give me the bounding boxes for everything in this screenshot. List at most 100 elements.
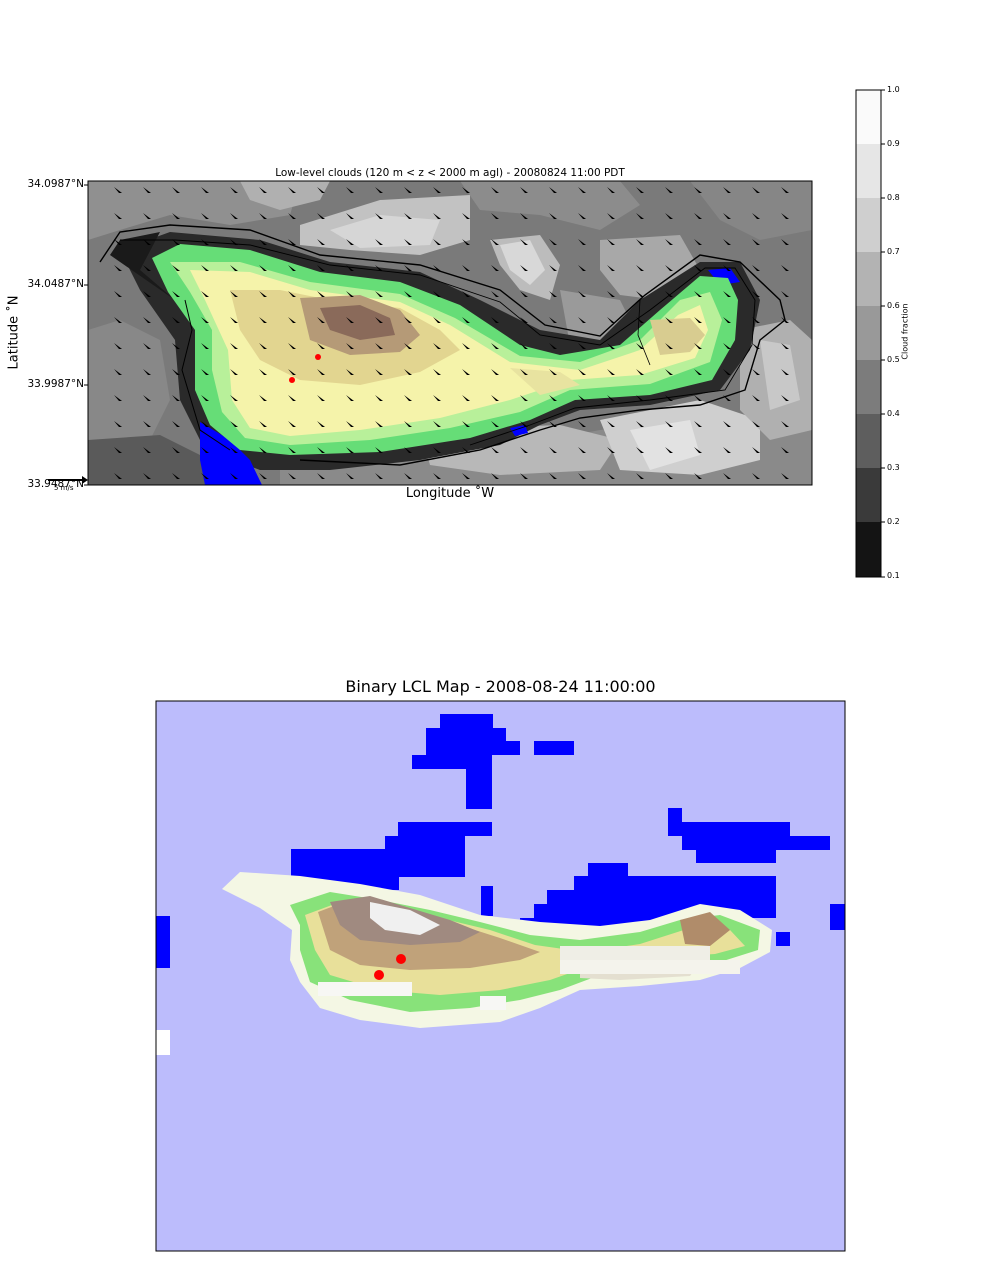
wind-arrow [259, 343, 267, 349]
wind-arrow [172, 447, 180, 453]
wind-arrow [665, 395, 673, 401]
wind-arrow [172, 317, 180, 323]
wind-arrow [317, 265, 325, 271]
wind-arrow [636, 213, 644, 219]
wind-arrow [462, 265, 470, 271]
wind-arrow [520, 187, 528, 193]
wind-arrow [694, 447, 702, 453]
wind-arrow [375, 473, 383, 479]
wind-arrow [259, 473, 267, 479]
wind-arrow [636, 421, 644, 427]
wind-arrow [288, 447, 296, 453]
wind-arrow [433, 421, 441, 427]
wind-arrow [172, 213, 180, 219]
wind-arrow [636, 343, 644, 349]
wind-arrow [549, 213, 557, 219]
wind-arrow [607, 473, 615, 479]
wind-arrow [723, 239, 731, 245]
wind-arrow [578, 447, 586, 453]
wind-arrow [462, 343, 470, 349]
wind-arrow [346, 291, 354, 297]
wind-arrow [723, 447, 731, 453]
wind-arrow [607, 369, 615, 375]
wind-arrow [462, 213, 470, 219]
colorbar-tick: 0.8 [887, 193, 900, 202]
wind-arrow [578, 265, 586, 271]
wind-arrow [636, 395, 644, 401]
wind-arrow [665, 421, 673, 427]
wind-arrow [143, 239, 151, 245]
wind-arrow [143, 421, 151, 427]
wind-arrow [723, 369, 731, 375]
wind-arrow [288, 473, 296, 479]
wind-arrow [433, 265, 441, 271]
wind-arrow [520, 213, 528, 219]
wind-arrow [230, 343, 238, 349]
wind-arrow [288, 187, 296, 193]
wind-arrow [259, 369, 267, 375]
wind-arrow [636, 187, 644, 193]
site-marker [289, 377, 295, 383]
wind-arrow [665, 239, 673, 245]
wind-arrow [230, 213, 238, 219]
wind-arrow [578, 395, 586, 401]
wind-arrow [433, 187, 441, 193]
wind-arrow [752, 369, 760, 375]
wind-arrow [752, 317, 760, 323]
wind-arrow [404, 343, 412, 349]
wind-arrow [259, 291, 267, 297]
wind-arrow [578, 473, 586, 479]
wind-arrow [665, 343, 673, 349]
wind-arrow [433, 369, 441, 375]
wind-arrow [114, 317, 122, 323]
wind-arrow [201, 395, 209, 401]
wind-arrow [491, 343, 499, 349]
wind-arrow [665, 369, 673, 375]
wind-arrow [781, 213, 789, 219]
wind-arrow [201, 239, 209, 245]
wind-arrow [549, 291, 557, 297]
wind-arrow [549, 265, 557, 271]
wind-arrow [723, 265, 731, 271]
wind-arrow [172, 291, 180, 297]
wind-arrow [404, 187, 412, 193]
wind-arrow [317, 343, 325, 349]
wind-arrow [201, 369, 209, 375]
wind-arrow [230, 317, 238, 323]
wind-arrow [462, 239, 470, 245]
wind-arrow [201, 343, 209, 349]
wind-arrow [317, 317, 325, 323]
wind-arrow [201, 265, 209, 271]
wind-arrow [114, 265, 122, 271]
wind-arrow [549, 369, 557, 375]
wind-arrow [578, 421, 586, 427]
wind-arrow [375, 265, 383, 271]
wind-arrow [230, 473, 238, 479]
wind-arrow [317, 447, 325, 453]
wind-arrow [723, 473, 731, 479]
wind-arrow [404, 447, 412, 453]
wind-arrow [143, 187, 151, 193]
colorbar-tick: 0.2 [887, 517, 900, 526]
wind-arrow [433, 239, 441, 245]
site-marker [315, 354, 321, 360]
wind-arrow [201, 213, 209, 219]
wind-arrow [346, 343, 354, 349]
wind-arrow [114, 369, 122, 375]
wind-arrow [375, 213, 383, 219]
ocean-patch [708, 268, 740, 285]
ytick-3: 33.9987°N [27, 378, 84, 390]
wind-arrow [404, 317, 412, 323]
wind-arrow [520, 265, 528, 271]
wind-arrow [230, 265, 238, 271]
colorbar-tick: 1.0 [887, 85, 900, 94]
wind-arrow [549, 239, 557, 245]
wind-arrow [694, 213, 702, 219]
wind-arrow [665, 265, 673, 271]
wind-arrow [578, 213, 586, 219]
wind-arrow [375, 317, 383, 323]
wind-arrow [288, 291, 296, 297]
wind-arrow [230, 187, 238, 193]
wind-arrow [375, 447, 383, 453]
wind-arrow [259, 395, 267, 401]
